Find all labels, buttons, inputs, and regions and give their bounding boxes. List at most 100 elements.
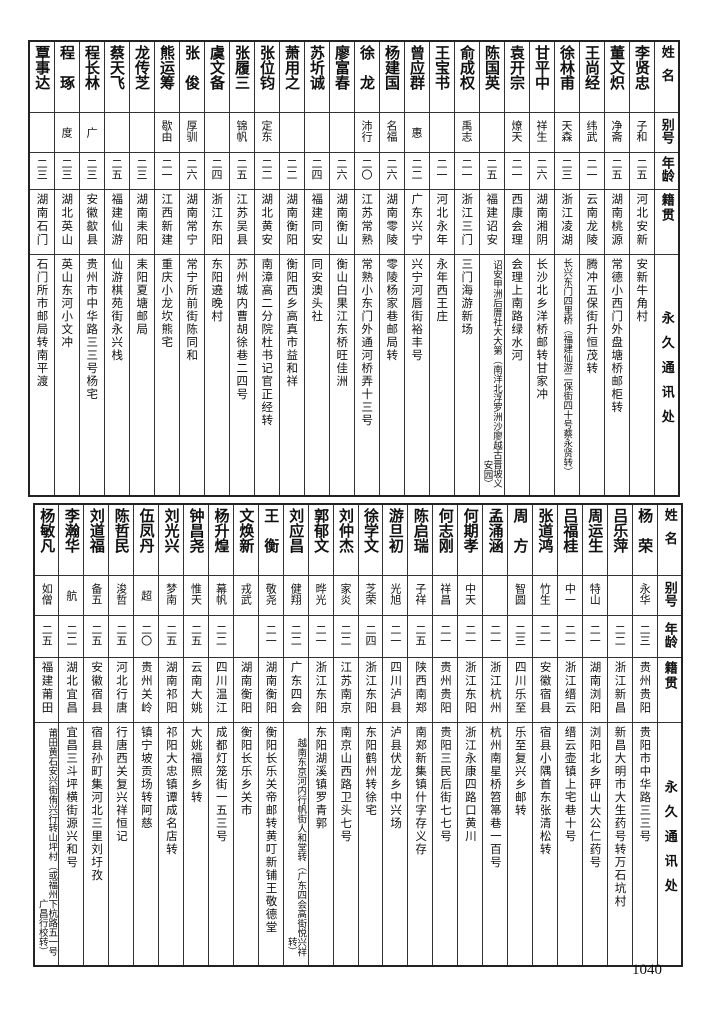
alias-cell	[28, 112, 55, 153]
address-cell: 诏安甲洲后厝社大大第（南洋北浮罗洲沙廖越古晋坡义安园）	[478, 254, 505, 497]
name-cell: 吕乐萍	[606, 503, 633, 576]
age-text: 二五	[114, 623, 128, 646]
header-label: 永久通讯处	[661, 780, 677, 904]
alias-text: 幕帆	[214, 582, 228, 605]
age-cell: 二一	[432, 615, 459, 658]
alias-cell	[606, 575, 633, 616]
name-text: 覃事达	[33, 45, 52, 90]
header-address: 永久通讯处	[656, 722, 683, 966]
name-text: 刘仲杰	[337, 508, 356, 553]
header-hometown: 籍贯	[656, 657, 683, 723]
hometown-text: 云南龙陵	[585, 193, 600, 247]
hometown-cell: 河北永年	[428, 189, 455, 255]
alias-text: 厚驯	[185, 119, 198, 142]
address-text: 兴宁河唇街裕丰号	[410, 258, 425, 362]
age-text: 二三	[560, 158, 573, 180]
hometown-cell: 湖南衡阳	[257, 657, 284, 723]
hometown-cell: 浙江凌湖	[553, 189, 580, 255]
hometown-cell: 浙江东阳	[357, 657, 384, 723]
address-cell: 英山东河小文冲	[53, 254, 80, 497]
name-cell: 熊运筹	[153, 40, 180, 113]
hometown-cell: 湖北黄安	[253, 189, 280, 255]
alias-text: 中天	[463, 582, 477, 605]
age-text: 二二	[260, 158, 273, 180]
address-cell: 浙江永康四路口黄川	[457, 722, 484, 966]
age-text: 二一	[160, 158, 173, 180]
alias-cell: 中一	[556, 575, 583, 616]
alias-cell: 子和	[628, 112, 655, 153]
age-text: 二四	[363, 623, 377, 646]
name-cell: 游旦初	[382, 503, 409, 576]
alias-text: 天森	[560, 119, 573, 142]
address-cell: 兴宁河唇街裕丰号	[403, 254, 430, 497]
address-cell: 耒阳夏塘邮局	[128, 254, 155, 497]
name-text: 李瀚华	[62, 508, 81, 553]
alias-text: 祥生	[535, 119, 548, 142]
name-cell: 曾应群	[403, 40, 430, 113]
name-text: 刘光兴	[162, 508, 181, 553]
name-cell: 董文炽	[603, 40, 630, 113]
hometown-text: 浙江杭州	[488, 661, 503, 715]
alias-text: 度	[60, 127, 73, 138]
address-cell: 衡山白果江东桥旺佳洲	[328, 254, 355, 497]
name-text: 龙传芝	[133, 45, 151, 90]
age-text: 二五	[40, 623, 54, 646]
name-text: 俞成权	[458, 45, 476, 90]
alias-cell: 厚驯	[178, 112, 205, 153]
age-text: 二五	[110, 158, 123, 180]
address-cell: 泸县伏龙乡中兴场	[382, 722, 409, 966]
name-text: 张俊	[183, 45, 201, 105]
header-alias: 别号	[653, 112, 680, 153]
address-cell: 衡阳长乐关帝邮转黄叮新铺王敬德堂	[257, 722, 284, 966]
address-cell: 缙云壶镇上宅巷十号	[556, 722, 583, 966]
page-number: 1040	[632, 962, 662, 978]
name-text: 张履三	[233, 45, 251, 90]
name-text: 游旦初	[386, 508, 405, 553]
name-cell: 杨建国	[378, 40, 405, 113]
age-text: 二一	[460, 158, 473, 180]
hometown-text: 浙江三门	[460, 193, 475, 247]
name-text: 伍凤丹	[137, 508, 156, 553]
name-cell: 蔡天飞	[103, 40, 130, 113]
age-text: 二六	[185, 158, 198, 180]
name-text: 杨建国	[383, 45, 401, 90]
age-cell: 二一	[153, 152, 180, 190]
address-cell: 贵州市中华路三三号杨宅	[78, 254, 105, 497]
header-name: 姓名	[653, 40, 680, 113]
hometown-cell: 河北行唐	[108, 657, 135, 723]
age-cell: 二三	[553, 152, 580, 190]
address-cell: 同安澳头社	[303, 254, 330, 497]
name-text: 袁开宗	[508, 45, 526, 90]
address-text: 贵州市中华路三三号杨宅	[85, 258, 100, 401]
hometown-cell: 安徽宿县	[83, 657, 110, 723]
address-text: 常熟小东门外通河桥弄十三号	[360, 258, 375, 427]
name-text: 何期孝	[461, 508, 480, 553]
alias-text: 惠	[410, 127, 423, 138]
age-cell: 二一	[578, 152, 605, 190]
age-text: 二五	[189, 623, 203, 646]
hometown-cell: 浙江新昌	[606, 657, 633, 723]
alias-cell: 燎天	[503, 112, 530, 153]
age-cell: 二五	[603, 152, 630, 190]
name-text: 郭郁文	[312, 508, 331, 553]
address-text: 诏安甲洲后厝社大大第（南洋北浮罗洲沙廖越古晋坡义安园）	[481, 260, 503, 488]
address-cell: 南京山西路卫头七号	[332, 722, 359, 966]
name-cell: 程长林	[78, 40, 105, 113]
name-cell: 张俊	[178, 40, 205, 113]
hometown-text: 贵州贵阳	[638, 661, 653, 715]
alias-text: 歇由	[160, 119, 173, 142]
alias-cell	[128, 112, 155, 153]
age-text: 二六	[385, 158, 398, 180]
hometown-text: 福建诏安	[485, 193, 500, 247]
hometown-text: 江苏吴县	[235, 193, 250, 247]
address-cell: 宿县小隅首东张清松转	[531, 722, 558, 966]
address-cell: 腾冲五保街升恒茂转	[578, 254, 605, 497]
age-cell: 二二	[606, 615, 633, 658]
address-cell: 越南东京河内行帆街人和堂转（广东四会高街悦兴祥转）	[282, 722, 309, 966]
address-text: 贵阳市中华路三三号	[638, 726, 653, 843]
name-text: 张位钧	[258, 45, 276, 90]
alias-cell: 中天	[457, 575, 484, 616]
age-cell: 二五	[33, 615, 60, 658]
address-text: 南京山西路卫头七号	[339, 726, 354, 843]
name-cell: 袁开宗	[503, 40, 530, 113]
